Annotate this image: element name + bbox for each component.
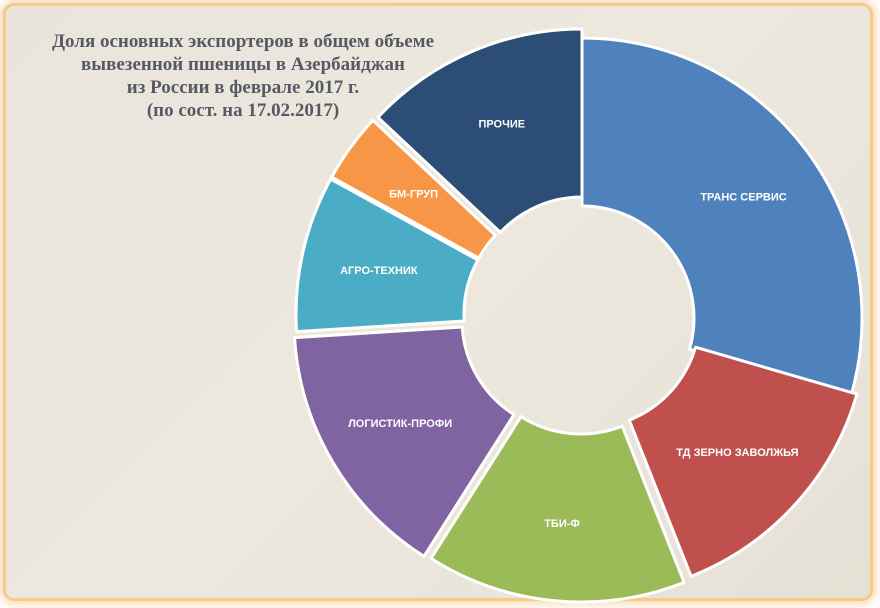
slice-0 [580,36,864,398]
slice-2 [429,415,686,604]
slice-4 [294,177,480,334]
slice-label-3: ЛОГИСТИК-ПРОФИ [348,418,452,430]
donut-slices [293,27,864,604]
title-line-1: Доля основных экспортеров в общем объеме [51,31,435,52]
slice-label-2: ТБИ-Ф [544,518,580,530]
slice-3 [293,325,516,558]
title-line-4: (по сост. на 17.02.2017) [146,100,340,121]
slice-label-6: ПРОЧИЕ [478,119,525,131]
chart-title: Доля основных экспортеров в общем объеме… [18,30,468,122]
slice-labels: ТРАНС СЕРВИС ТД ЗЕРНО ЗАВОЛЖЬЯ ТБИ-Ф ЛОГИСТ… [340,119,799,530]
slice-label-1: ТД ЗЕРНО ЗАВОЛЖЬЯ [676,447,798,459]
slice-label-4: АГРО-ТЕХНИК [340,265,418,277]
slice-1 [627,345,859,578]
title-line-3: из России в феврале 2017 г. [126,77,360,98]
title-line-2: вывезенной пшеницы в Азербайджан [81,54,405,75]
slice-5 [330,118,497,260]
slice-6 [376,27,584,234]
slice-label-5: БМ-ГРУП [389,188,438,200]
slice-label-0: ТРАНС СЕРВИС [700,192,786,204]
